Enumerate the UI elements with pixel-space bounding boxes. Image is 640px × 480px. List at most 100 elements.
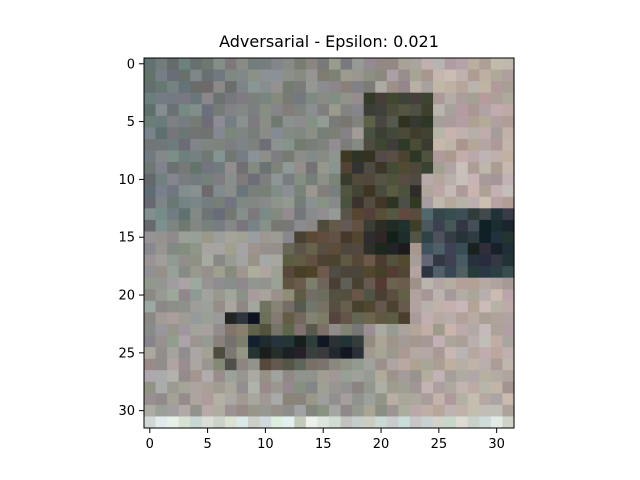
image-pixel <box>467 358 480 371</box>
image-pixel <box>386 173 399 186</box>
image-pixel <box>502 104 515 117</box>
image-pixel <box>421 58 434 71</box>
image-pixel <box>386 358 399 371</box>
image-pixel <box>456 231 469 244</box>
image-pixel <box>502 254 515 267</box>
image-pixel <box>167 92 180 105</box>
image-pixel <box>271 104 284 117</box>
x-tick-label: 20 <box>373 437 390 452</box>
image-pixel <box>433 312 446 325</box>
image-pixel <box>190 300 203 313</box>
image-pixel <box>178 381 191 394</box>
image-pixel <box>409 58 423 71</box>
image-pixel <box>213 358 226 371</box>
image-pixel <box>248 393 261 406</box>
image-pixel <box>155 277 168 290</box>
image-pixel <box>456 69 469 82</box>
image-pixel <box>155 393 168 406</box>
image-pixel <box>271 277 284 290</box>
image-pixel <box>456 243 469 256</box>
image-pixel <box>155 58 168 71</box>
image-pixel <box>167 219 180 233</box>
image-pixel <box>294 162 307 175</box>
image-pixel <box>375 370 388 383</box>
image-pixel <box>190 243 203 256</box>
image-pixel <box>375 266 388 279</box>
image-pixel <box>444 196 457 209</box>
image-pixel <box>317 173 330 186</box>
image-pixel <box>236 404 249 418</box>
image-pixel <box>190 104 203 117</box>
image-pixel <box>433 381 446 394</box>
image-pixel <box>190 150 203 163</box>
image-pixel <box>282 104 295 117</box>
image-pixel <box>456 347 469 360</box>
image-pixel <box>317 219 330 233</box>
image-pixel <box>282 185 295 198</box>
image-pixel <box>421 81 434 94</box>
image-pixel <box>456 138 469 152</box>
image-pixel <box>340 58 353 71</box>
image-pixel <box>490 69 504 82</box>
image-pixel <box>201 289 214 302</box>
image-pixel <box>282 58 295 71</box>
image-pixel <box>190 58 203 71</box>
image-pixel <box>282 231 295 244</box>
x-tick-label: 10 <box>257 437 274 452</box>
image-pixel <box>502 323 515 337</box>
image-pixel <box>317 162 330 175</box>
image-pixel <box>190 162 203 175</box>
image-pixel <box>433 277 446 290</box>
image-pixel <box>144 92 157 105</box>
image-pixel <box>282 115 295 128</box>
image-pixel <box>201 138 214 152</box>
image-pixel <box>409 81 423 94</box>
image-pixel <box>305 370 319 383</box>
image-pixel <box>479 347 492 360</box>
image-pixel <box>456 266 469 279</box>
image-pixel <box>224 150 238 163</box>
image-pixel <box>329 231 342 244</box>
image-pixel <box>421 127 434 140</box>
image-pixel <box>329 370 342 383</box>
image-pixel <box>271 416 284 429</box>
image-pixel <box>502 289 515 302</box>
image-pixel <box>340 185 353 198</box>
image-pixel <box>167 69 180 82</box>
image-pixel <box>433 173 446 186</box>
image-pixel <box>409 196 423 209</box>
image-pixel <box>259 185 272 198</box>
image-pixel <box>144 358 157 371</box>
image-pixel <box>363 138 376 152</box>
image-pixel <box>248 196 261 209</box>
image-pixel <box>329 58 342 71</box>
image-pixel <box>363 185 376 198</box>
image-pixel <box>248 323 261 337</box>
image-pixel <box>409 150 423 163</box>
image-pixel <box>271 138 284 152</box>
image-pixel <box>444 335 457 348</box>
image-pixel <box>467 196 480 209</box>
image-pixel <box>502 92 515 105</box>
image-pixel <box>329 416 342 429</box>
image-pixel <box>456 300 469 313</box>
image-pixel <box>352 370 365 383</box>
image-pixel <box>398 358 411 371</box>
image-pixel <box>444 347 457 360</box>
image-pixel <box>282 150 295 163</box>
image-pixel <box>271 381 284 394</box>
image-pixel <box>421 150 434 163</box>
image-pixel <box>479 115 492 128</box>
image-pixel <box>144 196 157 209</box>
image-pixel <box>236 393 249 406</box>
image-pixel <box>456 404 469 418</box>
image-pixel <box>259 208 272 221</box>
image-pixel <box>317 150 330 163</box>
image-pixel <box>490 150 504 163</box>
image-pixel <box>271 162 284 175</box>
image-pixel <box>409 416 423 429</box>
image-pixel <box>294 115 307 128</box>
image-pixel <box>375 243 388 256</box>
image-pixel <box>375 208 388 221</box>
image-pixel <box>294 208 307 221</box>
